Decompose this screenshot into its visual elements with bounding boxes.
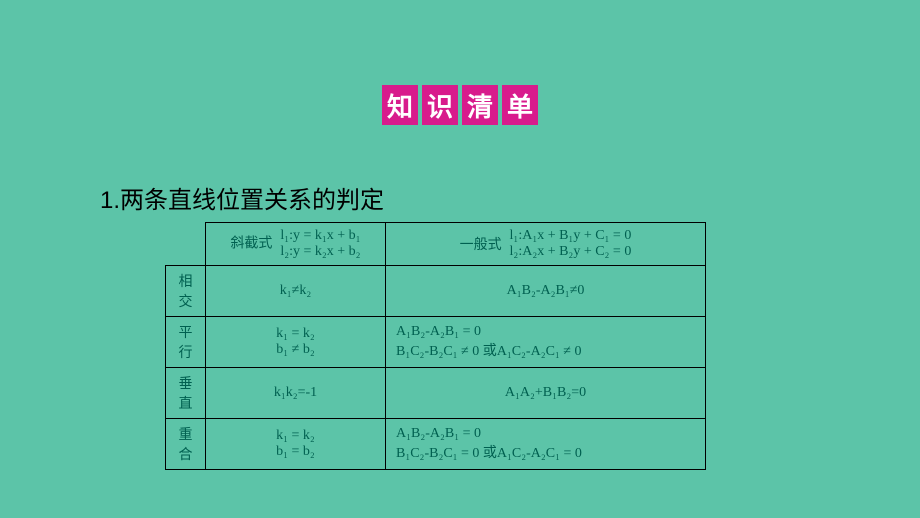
perp-general: A₁A₂+B₁B₂=0 xyxy=(386,368,706,419)
title-banner: 知 识 清 单 xyxy=(382,85,538,125)
blank-cell xyxy=(166,223,206,266)
parallel-general-2: B₁C₂-B₂C₁ ≠ 0 或A₁C₂-A₂C₁ ≠ 0 xyxy=(396,344,582,359)
header-slope: 斜截式 l₁:y = k₁x + b₁ l₂:y = k₂x + b₂ xyxy=(206,223,386,266)
intersect-general: A₁B₂-A₂B₁≠0 xyxy=(386,266,706,317)
parallel-general: A₁B₂-A₂B₁ = 0 B₁C₂-B₂C₁ ≠ 0 或A₁C₂-A₂C₁ ≠… xyxy=(386,317,706,368)
general-l1: l₁:A₁x + B₁y + C₁ = 0 xyxy=(510,228,632,243)
table-header-row: 斜截式 l₁:y = k₁x + b₁ l₂:y = k₂x + b₂ 一般式 … xyxy=(166,223,706,266)
table-row: 相交 k₁≠k₂ A₁B₂-A₂B₁≠0 xyxy=(166,266,706,317)
table-row: 重合 k₁ = k₂ b₁ = b₂ A₁B₂-A₂B₁ = 0 B₁C₂-B₂… xyxy=(166,419,706,470)
row-name-coincide: 重合 xyxy=(166,419,206,470)
row-name-intersect: 相交 xyxy=(166,266,206,317)
banner-char-1: 知 xyxy=(382,85,418,125)
banner-char-2: 识 xyxy=(422,85,458,125)
parallel-slope-2: b₁ ≠ b₂ xyxy=(276,342,314,357)
parallel-slope: k₁ = k₂ b₁ ≠ b₂ xyxy=(206,317,386,368)
slope-l1: l₁:y = k₁x + b₁ xyxy=(280,228,360,243)
row-name-parallel: 平行 xyxy=(166,317,206,368)
table-row: 平行 k₁ = k₂ b₁ ≠ b₂ A₁B₂-A₂B₁ = 0 B₁C₂-B₂… xyxy=(166,317,706,368)
coincide-general: A₁B₂-A₂B₁ = 0 B₁C₂-B₂C₁ = 0 或A₁C₂-A₂C₁ =… xyxy=(386,419,706,470)
table-row: 垂直 k₁k₂=-1 A₁A₂+B₁B₂=0 xyxy=(166,368,706,419)
parallel-general-1: A₁B₂-A₂B₁ = 0 xyxy=(396,324,481,339)
row-name-perpendicular: 垂直 xyxy=(166,368,206,419)
coincide-slope-1: k₁ = k₂ xyxy=(276,428,315,443)
coincide-general-2: B₁C₂-B₂C₁ = 0 或A₁C₂-A₂C₁ = 0 xyxy=(396,446,582,461)
intersect-slope: k₁≠k₂ xyxy=(206,266,386,317)
coincide-general-1: A₁B₂-A₂B₁ = 0 xyxy=(396,426,481,441)
relations-table: 斜截式 l₁:y = k₁x + b₁ l₂:y = k₂x + b₂ 一般式 … xyxy=(165,222,706,470)
parallel-slope-1: k₁ = k₂ xyxy=(276,326,315,341)
general-label: 一般式 xyxy=(460,238,502,253)
general-l2: l₂:A₂x + B₂y + C₂ = 0 xyxy=(510,244,632,259)
banner-char-4: 单 xyxy=(502,85,538,125)
slope-label: 斜截式 xyxy=(230,237,272,252)
slope-l2: l₂:y = k₂x + b₂ xyxy=(280,244,360,259)
perp-slope: k₁k₂=-1 xyxy=(206,368,386,419)
slide: 知 识 清 单 1.两条直线位置关系的判定 斜截式 l₁:y = k₁x + b… xyxy=(0,0,920,518)
coincide-slope-2: b₁ = b₂ xyxy=(276,444,315,459)
header-general: 一般式 l₁:A₁x + B₁y + C₁ = 0 l₂:A₂x + B₂y +… xyxy=(386,223,706,266)
coincide-slope: k₁ = k₂ b₁ = b₂ xyxy=(206,419,386,470)
section-heading: 1.两条直线位置关系的判定 xyxy=(100,180,384,215)
banner-char-3: 清 xyxy=(462,85,498,125)
